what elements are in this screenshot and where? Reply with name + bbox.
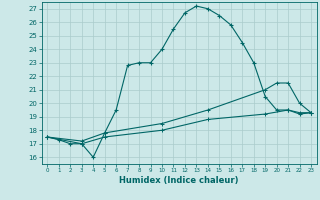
X-axis label: Humidex (Indice chaleur): Humidex (Indice chaleur) — [119, 176, 239, 185]
